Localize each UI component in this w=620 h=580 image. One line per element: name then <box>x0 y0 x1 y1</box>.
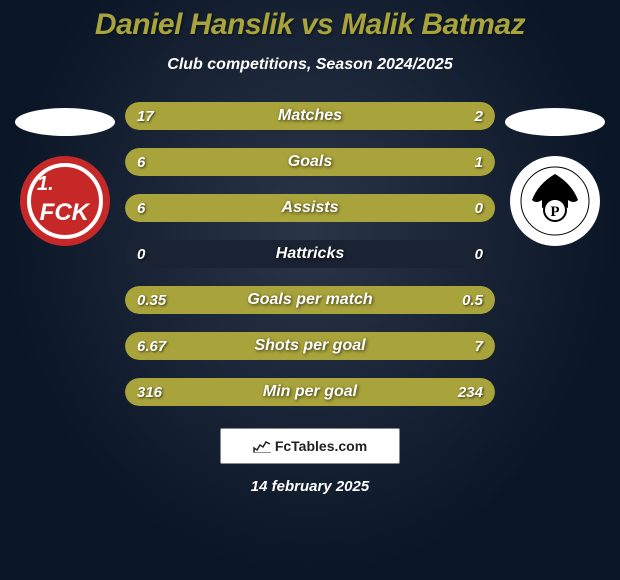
stat-label: Hattricks <box>276 245 344 263</box>
team-logo-left-text1: 1. <box>37 173 54 196</box>
stat-fill-right <box>443 148 495 176</box>
team-logo-left: 1. FCK <box>20 156 110 246</box>
page-subtitle: Club competitions, Season 2024/2025 <box>0 56 620 74</box>
team-logo-right-inner: P <box>518 164 592 238</box>
stat-label: Shots per goal <box>254 337 365 355</box>
stat-value-right: 7 <box>475 338 483 355</box>
stat-label: Matches <box>278 107 342 125</box>
stat-label: Min per goal <box>263 383 357 401</box>
stat-value-right: 2 <box>475 108 483 125</box>
stat-value-left: 17 <box>137 108 154 125</box>
stat-bar: 6 1 Goals <box>125 148 495 176</box>
eagle-icon: P <box>518 164 592 238</box>
shadow-ellipse-left <box>15 108 115 136</box>
stat-value-left: 0.35 <box>137 292 166 309</box>
chart-icon <box>253 439 271 453</box>
stat-bar: 6.67 7 Shots per goal <box>125 332 495 360</box>
date-text: 14 february 2025 <box>0 478 620 495</box>
team-logo-left-text2: FCK <box>40 199 89 227</box>
site-badge[interactable]: FcTables.com <box>220 428 400 464</box>
stats-column: 17 2 Matches 6 1 Goals 6 0 Assists 0 0 Hattricks 0.3… <box>125 102 495 406</box>
stat-value-left: 6.67 <box>137 338 166 355</box>
body-row: 1. FCK 17 2 Matches 6 1 Goals 6 0 Assists 0 0 Hattr… <box>0 102 620 406</box>
stat-value-left: 0 <box>137 246 145 263</box>
comparison-card: Daniel Hanslik vs Malik Batmaz Club comp… <box>0 0 620 580</box>
stat-value-left: 6 <box>137 154 145 171</box>
stat-label: Assists <box>282 199 339 217</box>
team-logo-right: P <box>510 156 600 246</box>
stat-label: Goals per match <box>247 291 372 309</box>
logo-col-right: P <box>495 102 615 246</box>
stat-bar: 316 234 Min per goal <box>125 378 495 406</box>
team-logo-left-inner: 1. FCK <box>27 163 103 239</box>
site-badge-text: FcTables.com <box>275 438 367 454</box>
stat-bar: 0.35 0.5 Goals per match <box>125 286 495 314</box>
stat-bar: 6 0 Assists <box>125 194 495 222</box>
stat-value-right: 1 <box>475 154 483 171</box>
page-title: Daniel Hanslik vs Malik Batmaz <box>0 8 620 42</box>
stat-value-right: 234 <box>458 384 483 401</box>
stat-fill-left <box>125 148 443 176</box>
stat-value-left: 6 <box>137 200 145 217</box>
stat-value-left: 316 <box>137 384 162 401</box>
stat-value-right: 0.5 <box>462 292 483 309</box>
logo-col-left: 1. FCK <box>5 102 125 246</box>
team-logo-right-letter: P <box>550 204 559 220</box>
stat-bar: 17 2 Matches <box>125 102 495 130</box>
stat-bar: 0 0 Hattricks <box>125 240 495 268</box>
shadow-ellipse-right <box>505 108 605 136</box>
stat-label: Goals <box>288 153 332 171</box>
stat-value-right: 0 <box>475 246 483 263</box>
stat-value-right: 0 <box>475 200 483 217</box>
